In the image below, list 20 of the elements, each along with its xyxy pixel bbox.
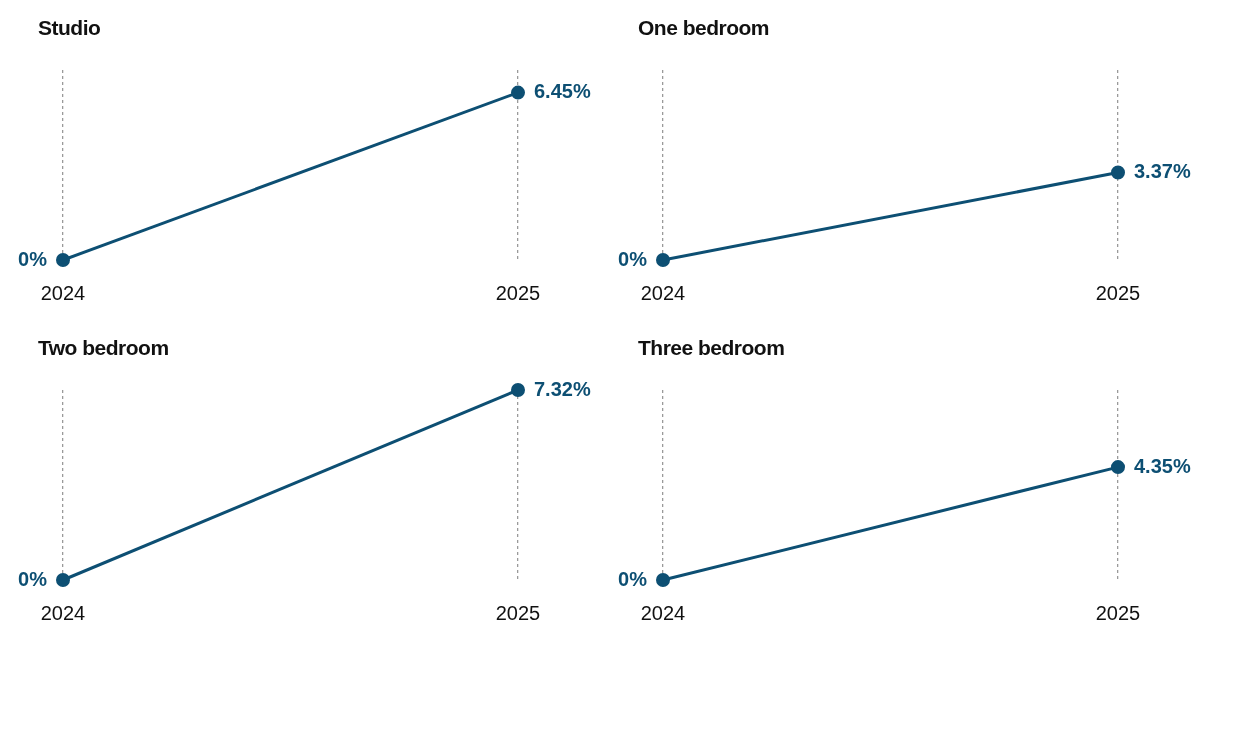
- x-tick-label: 2025: [1095, 601, 1141, 624]
- x-tick-label: 2025: [495, 281, 541, 304]
- data-label: 4.35%: [1134, 454, 1191, 477]
- chart-title: Three bedroom: [637, 335, 786, 361]
- chart-title: Two bedroom: [37, 335, 170, 361]
- data-label: 0%: [18, 567, 48, 590]
- chart-title: One bedroom: [637, 15, 770, 41]
- x-tick-label: 2025: [495, 601, 541, 624]
- x-tick-label: 2024: [640, 601, 686, 624]
- x-tick-label: 2024: [40, 601, 86, 624]
- x-tick-label: 2024: [40, 281, 86, 304]
- x-tick-label: 2025: [1095, 281, 1141, 304]
- data-label: 0%: [18, 247, 48, 270]
- data-label: 7.32%: [534, 377, 591, 400]
- data-label: 0%: [618, 247, 648, 270]
- x-tick-label: 2024: [640, 281, 686, 304]
- data-label: 3.37%: [1134, 160, 1191, 183]
- data-label: 0%: [618, 567, 648, 590]
- data-label: 6.45%: [534, 80, 591, 103]
- chart-title: Studio: [37, 15, 102, 41]
